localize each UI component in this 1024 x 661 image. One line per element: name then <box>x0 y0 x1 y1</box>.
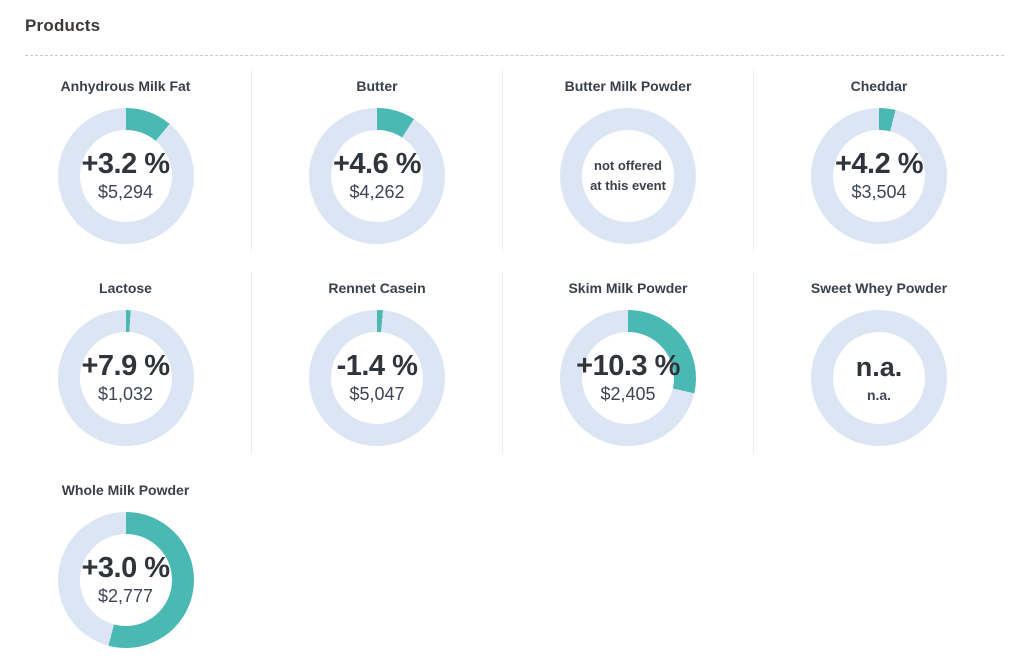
product-name: Skim Milk Powder <box>568 280 688 296</box>
product-name: Anhydrous Milk Fat <box>60 78 191 94</box>
change-label: +7.9 % <box>81 349 170 382</box>
change-label: -1.4 % <box>336 349 418 382</box>
product-name: Rennet Casein <box>328 280 426 296</box>
donut-hole: +3.2 % $5,294 <box>79 130 172 222</box>
value-label: $3,504 <box>851 182 907 203</box>
product-name: Cheddar <box>850 78 908 94</box>
note-line-2: at this event <box>590 178 666 193</box>
donut-chart-butter-milk-powder: not offered at this event <box>560 108 696 244</box>
donut-chart-skim-milk-powder: +10.3 % $2,405 <box>560 310 696 446</box>
value-label: $1,032 <box>97 384 154 405</box>
product-card-rennet-casein: Rennet Casein -1.4 % $5,047 <box>251 272 502 454</box>
product-card-skim-milk-powder: Skim Milk Powder +10.3 % $2,405 <box>502 272 753 454</box>
product-card-sweet-whey-powder: Sweet Whey Powder n.a. n.a. <box>753 272 1004 454</box>
page-title: Products <box>25 16 101 35</box>
value-label: $5,047 <box>349 384 405 405</box>
value-label: $2,777 <box>97 586 154 607</box>
donut-hole: +3.0 % $2,777 <box>79 534 172 626</box>
product-name: Whole Milk Powder <box>61 482 190 498</box>
product-card-butter-milk-powder: Butter Milk Powder not offered at this eve… <box>502 70 753 252</box>
value-label: n.a. <box>866 386 892 403</box>
product-card-butter: Butter +4.6 % $4,262 <box>251 70 502 252</box>
donut-hole: +4.2 % $3,504 <box>833 130 925 222</box>
product-name: Butter Milk Powder <box>564 78 692 94</box>
not-offered-note: not offered at this event <box>590 156 666 196</box>
change-label: +4.6 % <box>332 147 422 180</box>
donut-chart-butter: +4.6 % $4,262 <box>309 108 445 244</box>
donut-hole: +4.6 % $4,262 <box>331 130 423 222</box>
change-label: +4.2 % <box>834 147 924 180</box>
donut-hole: +10.3 % $2,405 <box>576 332 680 424</box>
note-line-1: not offered <box>594 157 662 173</box>
change-label: n.a. <box>855 352 903 383</box>
donut-hole: -1.4 % $5,047 <box>331 332 423 424</box>
product-row: Anhydrous Milk Fat +3.2 % $5,294 Butter +4.6… <box>0 70 1024 252</box>
donut-chart-rennet-casein: -1.4 % $5,047 <box>309 310 445 446</box>
change-label: +3.2 % <box>81 147 170 180</box>
donut-hole: +7.9 % $1,032 <box>79 332 172 424</box>
product-card-whole-milk-powder: Whole Milk Powder +3.0 % $2,777 <box>0 474 251 656</box>
product-card-anhydrous-milk-fat: Anhydrous Milk Fat +3.2 % $5,294 <box>0 70 251 252</box>
donut-chart-cheddar: +4.2 % $3,504 <box>811 108 947 244</box>
product-name: Sweet Whey Powder <box>810 280 948 296</box>
dashed-divider <box>25 55 1004 56</box>
donut-chart-lactose: +7.9 % $1,032 <box>57 310 194 446</box>
change-label: +10.3 % <box>576 349 680 382</box>
product-name: Lactose <box>99 280 152 296</box>
donut-chart-anhydrous-milk-fat: +3.2 % $5,294 <box>57 108 194 244</box>
value-label: $4,262 <box>349 182 405 203</box>
value-label: $5,294 <box>97 182 154 203</box>
donut-chart-sweet-whey-powder: n.a. n.a. <box>811 310 947 446</box>
donut-hole: n.a. n.a. <box>833 332 925 424</box>
product-row: Lactose +7.9 % $1,032 Rennet Casein -1.4 % $5… <box>0 272 1024 454</box>
value-label: $2,405 <box>600 384 656 405</box>
donut-chart-whole-milk-powder: +3.0 % $2,777 <box>57 512 194 648</box>
product-card-lactose: Lactose +7.9 % $1,032 <box>0 272 251 454</box>
product-name: Butter <box>356 78 398 94</box>
products-grid: Anhydrous Milk Fat +3.2 % $5,294 Butter +4.6… <box>0 70 1024 656</box>
product-card-cheddar: Cheddar +4.2 % $3,504 <box>753 70 1004 252</box>
change-label: +3.0 % <box>81 551 170 584</box>
product-row: Whole Milk Powder +3.0 % $2,777 <box>0 474 1024 656</box>
donut-hole: not offered at this event <box>582 130 674 222</box>
